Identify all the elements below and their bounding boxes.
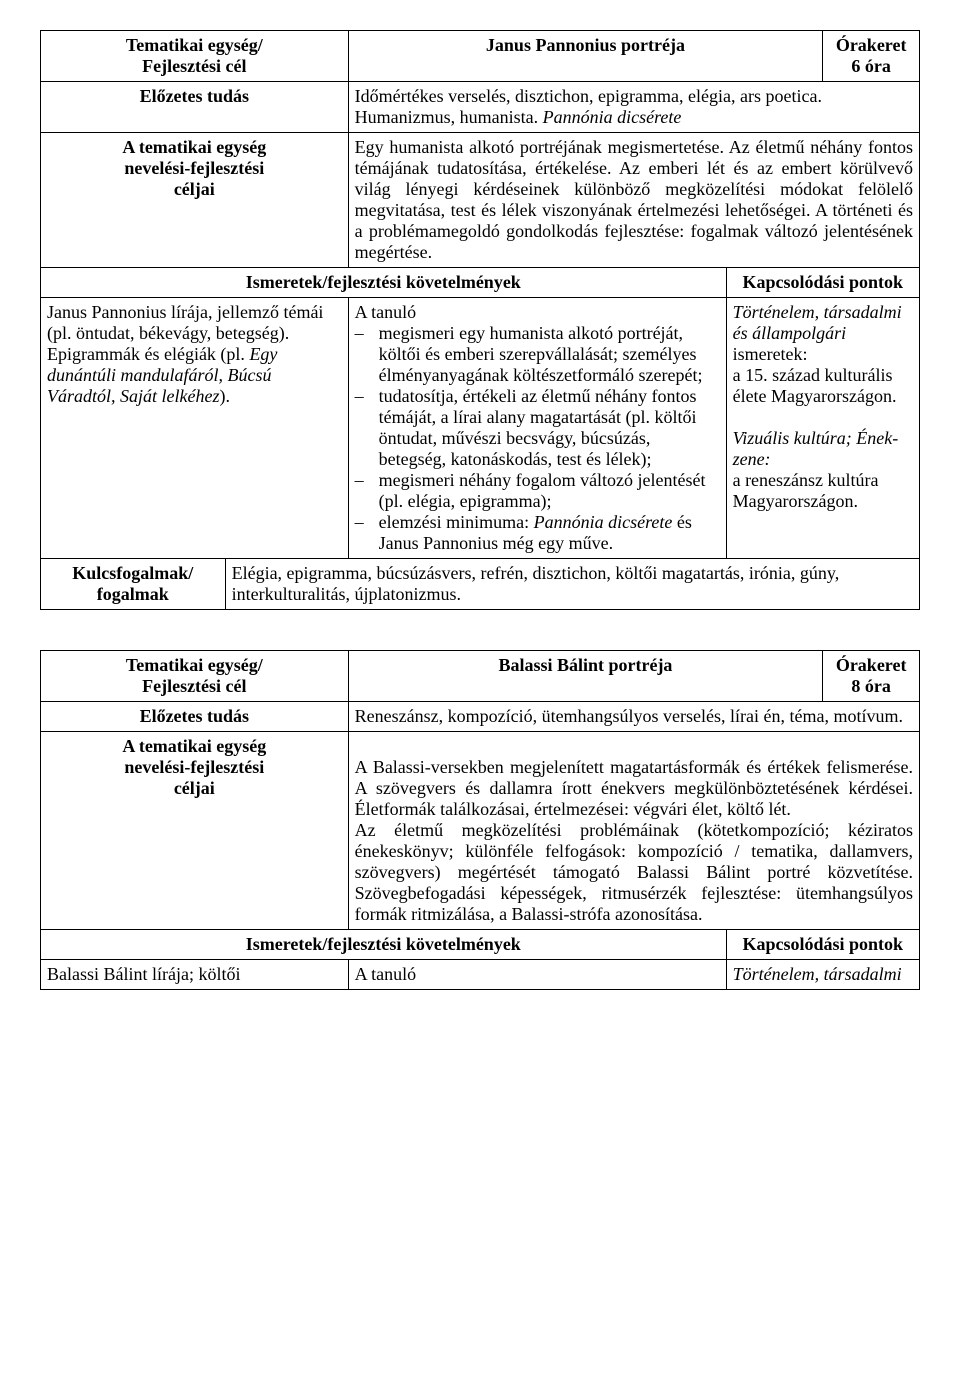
list-item: megismeri egy humanista alkotó portréját… [355,323,720,386]
content-cell: A tanuló megismeri egy humanista alkotó … [348,298,726,559]
bullet-list: megismeri egy humanista alkotó portréját… [355,323,720,554]
table-spacer [40,610,920,650]
body-text-italic: Vizuális kultúra; Ének-zene: [733,428,899,469]
content-cell: Janus Pannonius lírája, jellemző témái (… [41,298,349,559]
header-cell: Tematikai egység/ Fejlesztési cél [41,651,349,702]
body-text: Elégia, epigramma, búcsúzásvers, refrén,… [232,563,840,604]
row-label: Előzetes tudás [41,702,349,732]
header-text: Fejlesztési cél [142,56,246,76]
time-value: 6 óra [851,56,891,76]
table-row: A tematikai egység nevelési-fejlesztési … [41,133,920,268]
label-text: Előzetes tudás [140,86,250,106]
li-text: megismeri egy humanista alkotó portréját… [379,323,703,385]
curriculum-table-janus: Tematikai egység/ Fejlesztési cél Janus … [40,30,920,610]
body-text: a 15. század kulturális élete Magyarorsz… [733,365,897,406]
header-cell: Tematikai egység/ Fejlesztési cél [41,31,349,82]
label-text: Előzetes tudás [140,706,250,726]
body-text-italic: Pannónia dicsérete [543,107,682,127]
content-cell: Egy humanista alkotó portréjának megisme… [348,133,919,268]
table-row: Tematikai egység/ Fejlesztési cél Janus … [41,31,920,82]
body-text: ismeretek: [733,344,808,364]
time-value: 8 óra [851,676,891,696]
table-row: Előzetes tudás Reneszánsz, kompozíció, ü… [41,702,920,732]
table-row: Janus Pannonius lírája, jellemző témái (… [41,298,920,559]
header-text: Fejlesztési cél [142,676,246,696]
body-text: a reneszánsz kultúra Magyarországon. [733,470,879,511]
table-row: A tematikai egység nevelési-fejlesztési … [41,732,920,930]
label-text: A tematikai egység [122,137,266,157]
body-text-italic: Történelem, társadalmi és állampolgári [733,302,902,343]
body-text: A tanuló [355,302,417,322]
body-text: Janus Pannonius lírája, jellemző témái (… [47,302,323,343]
content-cell: Balassi Bálint lírája; költői [41,960,349,990]
title-text: Balassi Bálint portréja [498,655,672,675]
label-text: A tematikai egység [122,736,266,756]
content-cell: A tanuló [348,960,726,990]
label-text: nevelési-fejlesztési [124,757,264,777]
title-text: Janus Pannonius portréja [486,35,685,55]
title-cell: Balassi Bálint portréja [348,651,823,702]
subheader-text: Ismeretek/fejlesztési követelmények [246,934,521,954]
table-row: Tematikai egység/ Fejlesztési cél Balass… [41,651,920,702]
subheader-cell: Ismeretek/fejlesztési követelmények [41,930,727,960]
subheader-text: Ismeretek/fejlesztési követelmények [246,272,521,292]
body-text: A tanuló [355,964,417,984]
time-label: Órakeret [836,655,907,675]
curriculum-table-balassi: Tematikai egység/ Fejlesztési cél Balass… [40,650,920,990]
content-cell: Elégia, epigramma, búcsúzásvers, refrén,… [225,559,919,610]
subheader-cell: Kapcsolódási pontok [726,930,919,960]
li-text: megismeri néhány fogalom változó jelenté… [379,470,706,511]
li-text: elemzési minimuma: [379,512,534,532]
label-text: céljai [174,778,215,798]
row-label: A tematikai egység nevelési-fejlesztési … [41,133,349,268]
label-text: céljai [174,179,215,199]
header-text: Tematikai egység/ [126,655,263,675]
list-item: tudatosítja, értékeli az életmű néhány f… [355,386,720,470]
table-row: Kulcsfogalmak/ fogalmak Elégia, epigramm… [41,559,920,610]
table-row: Balassi Bálint lírája; költői A tanuló T… [41,960,920,990]
title-cell: Janus Pannonius portréja [348,31,823,82]
table-row: Ismeretek/fejlesztési követelmények Kapc… [41,268,920,298]
time-cell: Órakeret 6 óra [823,31,920,82]
content-cell: Időmértékes verselés, disztichon, epigra… [348,82,919,133]
li-text: tudatosítja, értékeli az életmű néhány f… [379,386,697,469]
list-item: megismeri néhány fogalom változó jelenté… [355,470,720,512]
content-cell: Történelem, társadalmi [726,960,919,990]
body-text: Reneszánsz, kompozíció, ütemhangsúlyos v… [355,706,903,726]
row-label: A tematikai egység nevelési-fejlesztési … [41,732,349,930]
label-text: nevelési-fejlesztési [124,158,264,178]
content-cell: Történelem, társadalmi és állampolgári i… [726,298,919,559]
body-text: A Balassi-versekben megjelenített magata… [355,757,913,924]
label-text: Kulcsfogalmak/ [72,563,193,583]
row-label: Előzetes tudás [41,82,349,133]
subheader-text: Kapcsolódási pontok [743,272,904,292]
table-row: Ismeretek/fejlesztési követelmények Kapc… [41,930,920,960]
subheader-cell: Kapcsolódási pontok [726,268,919,298]
header-text: Tematikai egység/ [126,35,263,55]
subheader-cell: Ismeretek/fejlesztési követelmények [41,268,727,298]
body-text: Balassi Bálint lírája; költői [47,964,240,984]
row-label: Kulcsfogalmak/ fogalmak [41,559,226,610]
body-text: Epigrammák és elégiák (pl. [47,344,249,364]
time-cell: Órakeret 8 óra [823,651,920,702]
label-text: fogalmak [97,584,169,604]
list-item: elemzési minimuma: Pannónia dicsérete és… [355,512,720,554]
table-row: Előzetes tudás Időmértékes verselés, dis… [41,82,920,133]
content-cell: A Balassi-versekben megjelenített magata… [348,732,919,930]
subheader-text: Kapcsolódási pontok [743,934,904,954]
body-text: Egy humanista alkotó portréjának megisme… [355,137,913,262]
time-label: Órakeret [836,35,907,55]
body-text: ). [219,386,230,406]
content-cell: Reneszánsz, kompozíció, ütemhangsúlyos v… [348,702,919,732]
li-text-italic: Pannónia dicsérete [534,512,673,532]
body-text-italic: Történelem, társadalmi [733,964,902,984]
